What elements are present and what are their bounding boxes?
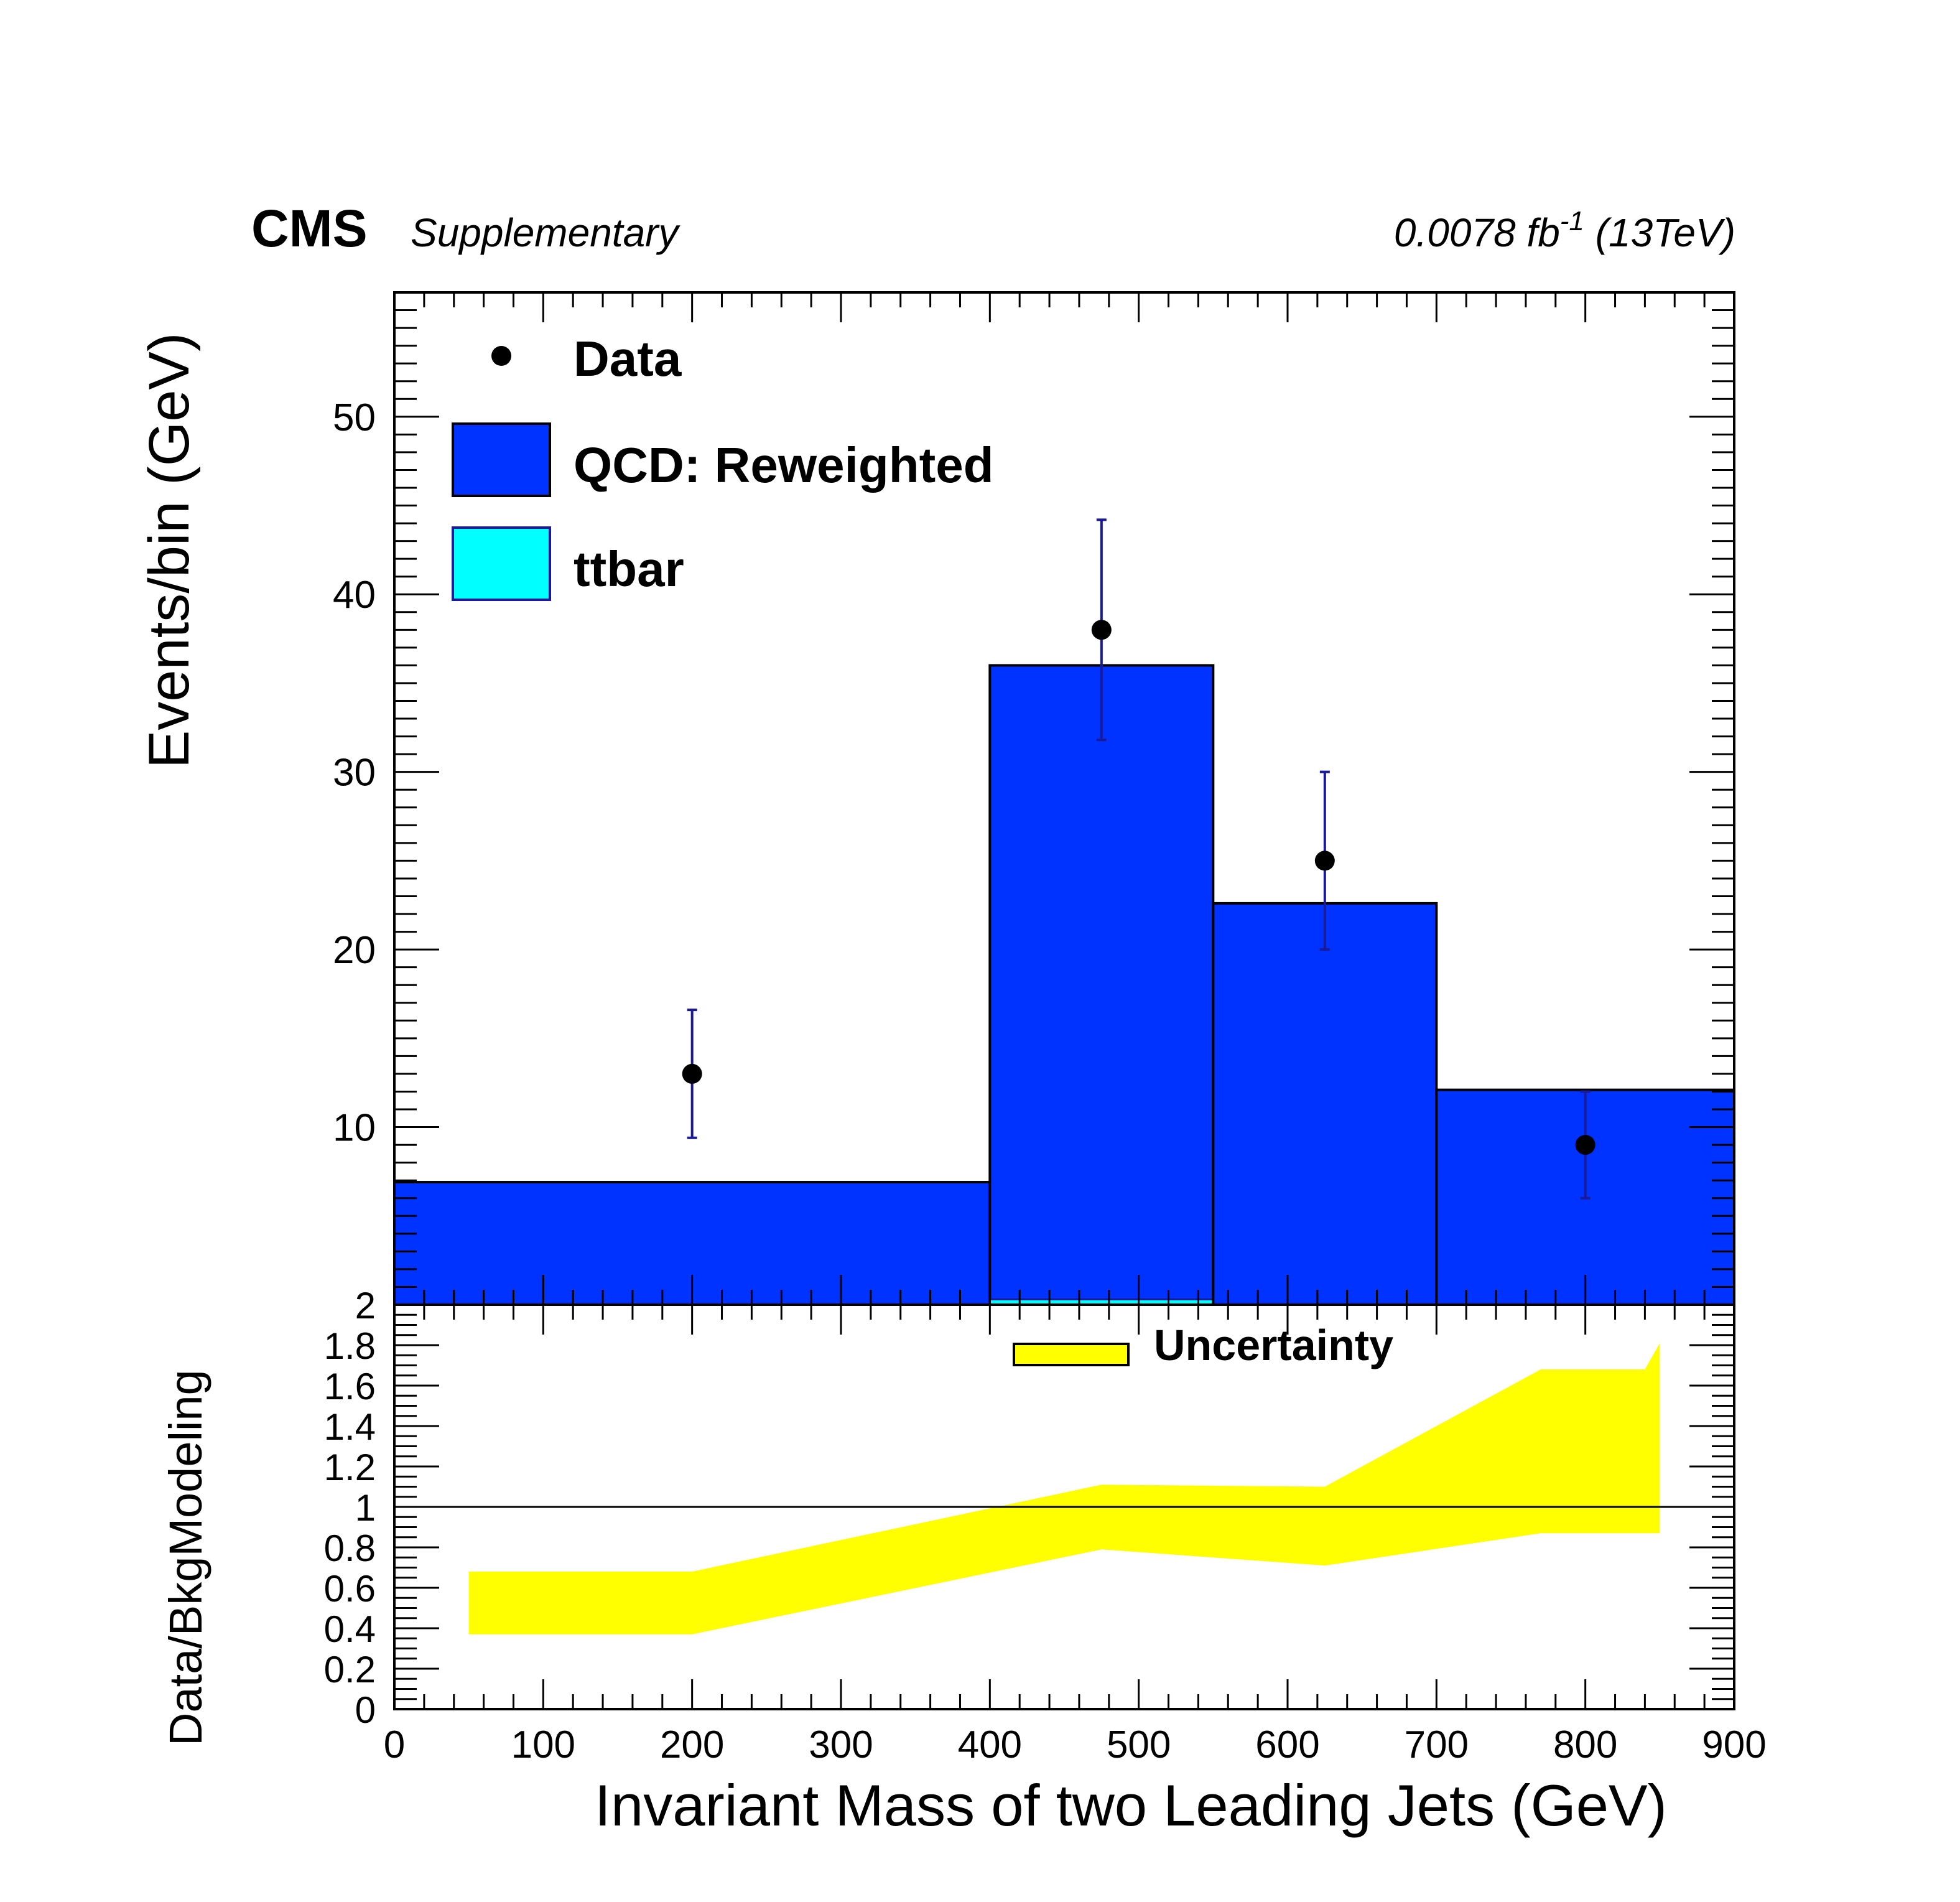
qcd-bar	[988, 664, 1215, 1306]
ratio-y-tick-label: 2	[355, 1285, 376, 1326]
x-tick-label: 300	[809, 1723, 873, 1766]
ratio-y-tick-label: 0.6	[324, 1568, 376, 1610]
experiment-label: CMS	[251, 199, 368, 258]
lumi-prefix: 0.0078 fb	[1394, 210, 1560, 255]
main-y-axis-label: Events/bin (GeV)	[137, 332, 201, 768]
ratio-y-tick-label: 0	[355, 1689, 376, 1731]
main-panel: 10 20 30 40 50 Events/bin (GeV) Data QCD: Re…	[137, 291, 1735, 1307]
x-tick-label: 400	[958, 1723, 1022, 1766]
legend-ttbar-swatch	[452, 526, 551, 601]
ratio-y-tick-label: 1.2	[324, 1447, 376, 1488]
ratio-y-tick-label: 0.4	[324, 1608, 376, 1650]
ratio-y-tick-label: 1.6	[324, 1366, 376, 1407]
ratio-y-tick-label: 1	[355, 1487, 376, 1529]
y-tick-label: 20	[333, 929, 376, 972]
main-axis-ticks: 10 20 30 40 50	[333, 292, 1734, 1305]
ratio-y-axis-label: Data/BkgModeling	[160, 1369, 211, 1746]
legend-uncertainty-label: Uncertainty	[1154, 1321, 1393, 1369]
data-point	[682, 1063, 702, 1084]
supplementary-label: Supplementary	[411, 210, 680, 255]
x-tick-label: 800	[1553, 1723, 1617, 1766]
x-tick-label: 200	[660, 1723, 724, 1766]
x-tick-label: 0	[384, 1723, 405, 1766]
ratio-legend: Uncertainty	[1013, 1321, 1393, 1369]
x-tick-label: 600	[1255, 1723, 1319, 1766]
luminosity-label: 0.0078 fb-1 (13TeV)	[1394, 206, 1735, 255]
data-point	[1314, 851, 1335, 871]
ratio-frame	[393, 1303, 1735, 1710]
legend-uncertainty-swatch	[1013, 1343, 1130, 1366]
y-tick-label: 40	[333, 574, 376, 617]
ratio-panel: 00.20.40.60.811.21.41.61.82 0 100 200 300 400…	[160, 1285, 1767, 1838]
ratio-y-tick-label: 0.8	[324, 1527, 376, 1569]
ratio-axis-ticks: 00.20.40.60.811.21.41.61.82 0 100 200 300 400…	[324, 1285, 1767, 1766]
y-tick-label: 30	[333, 752, 376, 795]
legend-ttbar-label: ttbar	[574, 541, 684, 597]
main-histogram	[393, 664, 1735, 1307]
x-tick-label: 500	[1107, 1723, 1171, 1766]
data-points	[682, 518, 1595, 1200]
data-point	[1575, 1135, 1595, 1155]
ratio-y-tick-label: 1.8	[324, 1325, 376, 1367]
ratio-y-tick-label: 0.2	[324, 1649, 376, 1690]
lumi-suffix: (13TeV)	[1584, 210, 1735, 255]
lumi-exponent: -1	[1560, 206, 1584, 236]
legend-qcd-label: QCD: Reweighted	[574, 437, 994, 493]
y-tick-label: 10	[333, 1107, 376, 1150]
uncertainty-band	[468, 1343, 1660, 1634]
y-tick-label: 50	[333, 396, 376, 439]
ratio-y-tick-label: 1.4	[324, 1406, 376, 1448]
data-point	[1091, 620, 1112, 640]
x-axis-label: Invariant Mass of two Leading Jets (GeV)	[595, 1773, 1667, 1838]
x-tick-label: 700	[1405, 1723, 1469, 1766]
x-tick-label: 100	[511, 1723, 575, 1766]
legend-data-marker	[491, 346, 511, 366]
qcd-bar	[1212, 902, 1438, 1307]
main-legend: Data QCD: Reweighted ttbar	[452, 331, 994, 601]
x-tick-label: 900	[1702, 1723, 1766, 1766]
legend-qcd-swatch	[452, 422, 551, 497]
legend-data-label: Data	[574, 331, 682, 386]
